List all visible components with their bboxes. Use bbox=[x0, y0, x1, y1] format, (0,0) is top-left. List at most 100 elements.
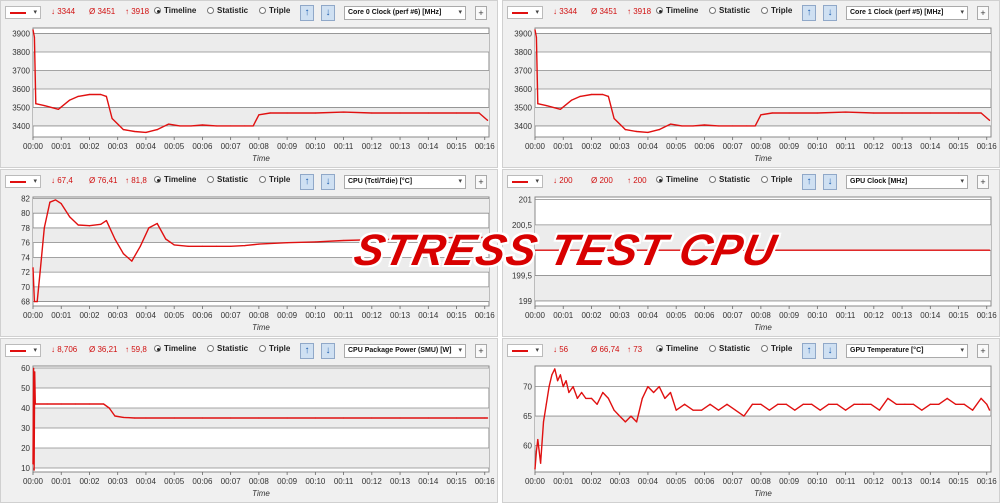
x-tick-label: 00:11 bbox=[334, 477, 354, 486]
radio-label: Timeline bbox=[164, 175, 197, 184]
series-color-dropdown[interactable]: ▾ bbox=[5, 175, 41, 188]
radio-triple[interactable]: Triple bbox=[761, 344, 792, 353]
chevron-down-icon: ▾ bbox=[458, 9, 462, 16]
sensor-select[interactable]: CPU (Tctl/Tdie) [°C] ▾ bbox=[344, 175, 466, 189]
data-point bbox=[619, 415, 621, 417]
data-point bbox=[100, 223, 102, 225]
max-value: ↑ 81,8 bbox=[125, 176, 147, 185]
arrow-up-icon[interactable]: ↑ bbox=[802, 174, 816, 190]
radio-timeline[interactable]: Timeline bbox=[154, 344, 196, 353]
stress-test-cpu-overlay: STRESS TEST CPU bbox=[349, 226, 782, 275]
add-graph-button[interactable]: + bbox=[977, 344, 989, 358]
radio-button-icon bbox=[154, 176, 161, 183]
y-tick-label: 3400 bbox=[12, 122, 30, 131]
arrow-down-icon[interactable]: ↓ bbox=[823, 174, 837, 190]
y-tick-label: 201 bbox=[519, 196, 533, 205]
panel-toolbar: ▾ ↓ 3344 Ø 3451 ↑ 3918 Timeline Statistic Trip… bbox=[1, 1, 497, 25]
data-point bbox=[252, 125, 254, 127]
arrow-up-icon[interactable]: ↑ bbox=[300, 343, 314, 359]
radio-triple[interactable]: Triple bbox=[259, 6, 290, 15]
add-graph-button[interactable]: + bbox=[475, 175, 487, 189]
data-point bbox=[963, 403, 965, 405]
x-tick-label: 00:04 bbox=[136, 142, 157, 151]
series-color-dropdown[interactable]: ▾ bbox=[507, 6, 543, 19]
data-point bbox=[636, 130, 638, 133]
sensor-select[interactable]: Core 1 Clock (perf #5) [MHz] ▾ bbox=[846, 6, 968, 20]
arrow-up-icon[interactable]: ↑ bbox=[300, 174, 314, 190]
grid-band bbox=[33, 448, 489, 468]
avg-value: Ø 66,74 bbox=[591, 345, 620, 354]
arrow-down-icon[interactable]: ↓ bbox=[321, 5, 335, 21]
x-tick-label: 00:06 bbox=[694, 311, 715, 320]
grid-band bbox=[33, 257, 489, 273]
data-point bbox=[484, 236, 486, 239]
avg-value: Ø 3451 bbox=[591, 7, 618, 16]
radio-button-icon bbox=[154, 345, 161, 352]
data-point bbox=[230, 245, 232, 247]
radio-timeline[interactable]: Timeline bbox=[656, 175, 698, 184]
y-tick-label: 3700 bbox=[514, 66, 532, 75]
radio-triple[interactable]: Triple bbox=[761, 175, 792, 184]
series-line-swatch bbox=[10, 181, 26, 183]
sensor-select[interactable]: GPU Temperature [°C] ▾ bbox=[846, 344, 968, 358]
series-color-dropdown[interactable]: ▾ bbox=[507, 344, 543, 357]
sensor-select[interactable]: GPU Clock [MHz] ▾ bbox=[846, 175, 968, 189]
data-point bbox=[754, 125, 756, 127]
add-graph-button[interactable]: + bbox=[475, 344, 487, 358]
x-axis-label: Time bbox=[754, 489, 772, 498]
sensor-select[interactable]: Core 0 Clock (perf #6) [MHz] ▾ bbox=[344, 6, 466, 20]
radio-timeline[interactable]: Timeline bbox=[154, 6, 196, 15]
sensor-select[interactable]: CPU Package Power (SMU) [W] ▾ bbox=[344, 344, 466, 358]
arrow-down-icon[interactable]: ↓ bbox=[823, 343, 837, 359]
grid-band bbox=[33, 70, 489, 89]
data-point bbox=[717, 409, 720, 411]
data-point bbox=[590, 93, 593, 96]
add-graph-button[interactable]: + bbox=[977, 175, 989, 189]
radio-timeline[interactable]: Timeline bbox=[656, 6, 698, 15]
x-tick-label: 00:05 bbox=[666, 311, 687, 320]
add-graph-button[interactable]: + bbox=[475, 6, 487, 20]
data-point bbox=[624, 421, 626, 423]
radio-timeline[interactable]: Timeline bbox=[656, 344, 698, 353]
x-tick-label: 00:09 bbox=[779, 311, 800, 320]
series-line-swatch bbox=[512, 181, 528, 183]
radio-statistic[interactable]: Statistic bbox=[709, 6, 750, 15]
data-point bbox=[675, 409, 677, 411]
sensor-select-label: GPU Temperature [°C] bbox=[850, 347, 924, 354]
arrow-up-icon[interactable]: ↑ bbox=[802, 343, 816, 359]
arrow-down-icon[interactable]: ↓ bbox=[321, 343, 335, 359]
radio-statistic[interactable]: Statistic bbox=[709, 344, 750, 353]
series-color-dropdown[interactable]: ▾ bbox=[507, 175, 543, 188]
max-value: ↑ 200 bbox=[627, 176, 647, 185]
data-point bbox=[844, 111, 847, 113]
radio-button-icon bbox=[656, 176, 663, 183]
radio-statistic[interactable]: Statistic bbox=[207, 6, 248, 15]
x-tick-label: 00:11 bbox=[334, 311, 354, 320]
x-tick-label: 00:04 bbox=[638, 477, 659, 486]
radio-statistic[interactable]: Statistic bbox=[207, 175, 248, 184]
radio-triple[interactable]: Triple bbox=[259, 344, 290, 353]
arrow-up-icon[interactable]: ↑ bbox=[300, 5, 314, 21]
y-tick-label: 3700 bbox=[12, 66, 30, 75]
data-point bbox=[980, 112, 982, 114]
radio-statistic[interactable]: Statistic bbox=[709, 175, 750, 184]
arrow-down-icon[interactable]: ↓ bbox=[321, 174, 335, 190]
x-tick-label: 00:14 bbox=[418, 142, 439, 151]
radio-button-icon bbox=[761, 176, 768, 183]
data-point bbox=[734, 409, 737, 411]
radio-triple[interactable]: Triple bbox=[761, 6, 792, 15]
radio-triple[interactable]: Triple bbox=[259, 175, 290, 184]
data-point bbox=[269, 112, 271, 114]
series-color-dropdown[interactable]: ▾ bbox=[5, 344, 41, 357]
arrow-up-icon[interactable]: ↑ bbox=[802, 5, 816, 21]
arrow-down-icon[interactable]: ↓ bbox=[823, 5, 837, 21]
x-axis-label: Time bbox=[252, 154, 270, 163]
radio-statistic[interactable]: Statistic bbox=[207, 344, 248, 353]
data-point bbox=[455, 236, 458, 239]
add-graph-button[interactable]: + bbox=[977, 6, 989, 20]
x-tick-label: 00:13 bbox=[390, 311, 411, 320]
radio-timeline[interactable]: Timeline bbox=[154, 175, 196, 184]
series-color-dropdown[interactable]: ▾ bbox=[5, 6, 41, 19]
data-point bbox=[647, 386, 649, 388]
data-point bbox=[751, 403, 754, 405]
